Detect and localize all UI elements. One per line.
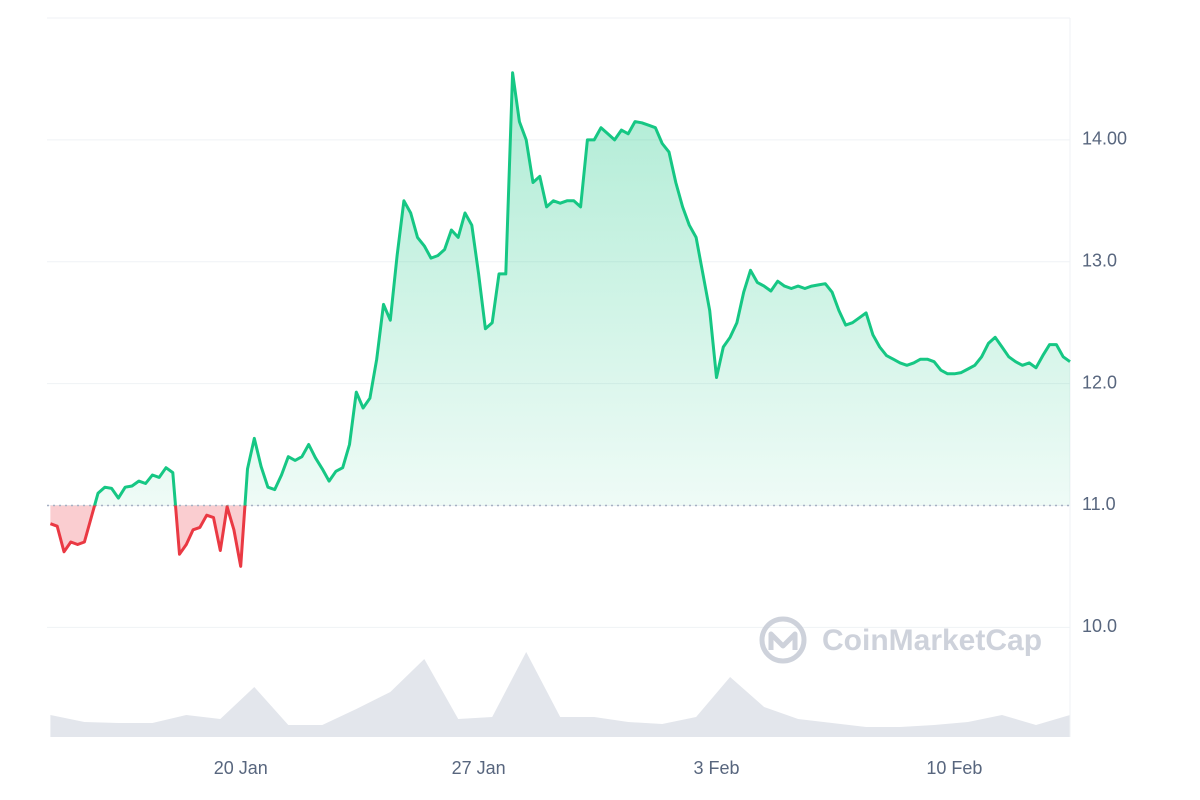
x-tick-label: 27 Jan (452, 758, 506, 778)
price-line-up (93, 71, 1071, 506)
y-tick-label: 11.0 (1082, 494, 1116, 514)
y-tick-label: 13.0 (1082, 250, 1117, 270)
x-tick-label: 3 Feb (694, 758, 740, 778)
x-tick-label: 10 Feb (926, 758, 982, 778)
y-tick-label: 10.0 (1082, 616, 1117, 636)
watermark: CoinMarketCap (759, 616, 1042, 664)
volume-area (50, 652, 1070, 737)
y-tick-label: 14.00 (1082, 129, 1127, 149)
x-tick-label: 20 Jan (214, 758, 268, 778)
watermark-text: CoinMarketCap (822, 624, 1042, 657)
price-line-down (49, 505, 247, 568)
y-tick-label: 12.0 (1082, 372, 1117, 392)
area-up (94, 72, 1070, 506)
